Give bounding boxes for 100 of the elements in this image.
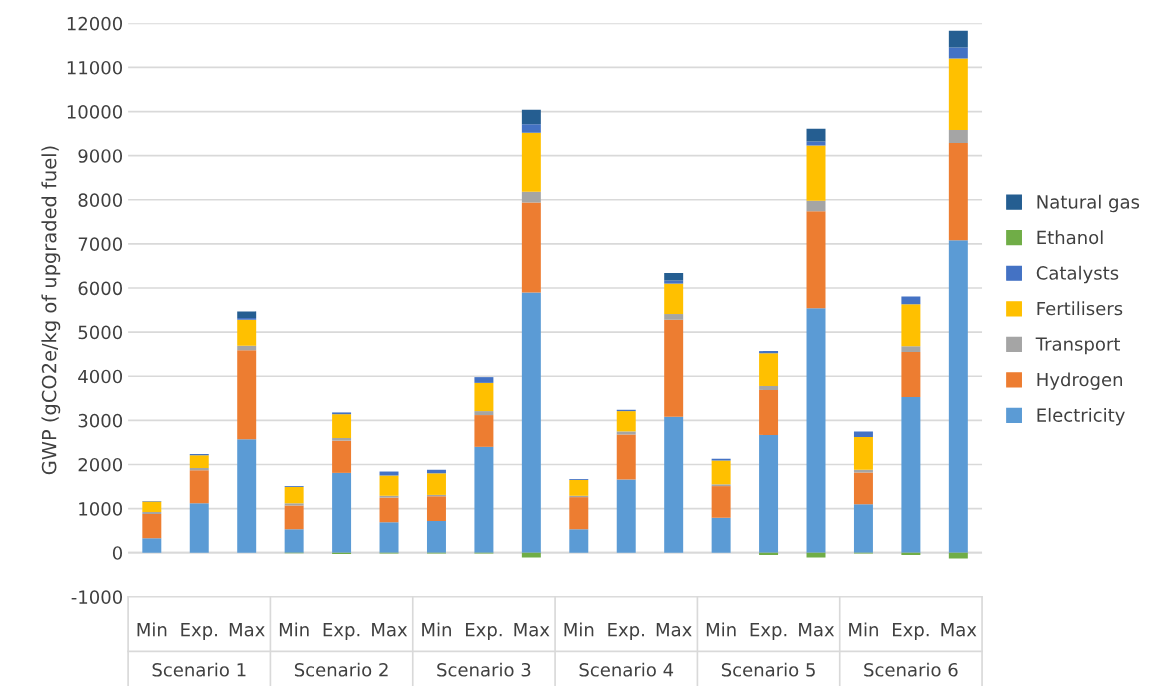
bar bbox=[521, 191, 541, 203]
bar bbox=[521, 552, 541, 558]
x-tick-label: Min bbox=[137, 622, 167, 637]
text: Scenario 5 bbox=[721, 662, 815, 677]
bar bbox=[237, 439, 257, 553]
y-tick-label: 11000 bbox=[67, 60, 123, 75]
bar bbox=[569, 497, 589, 530]
bar bbox=[616, 431, 636, 435]
bar bbox=[948, 30, 968, 48]
bar bbox=[806, 200, 826, 212]
bar bbox=[948, 240, 968, 553]
bar bbox=[569, 529, 589, 553]
y-tick-label: 1000 bbox=[79, 502, 123, 516]
bar bbox=[616, 479, 636, 553]
bar bbox=[948, 142, 968, 241]
bar bbox=[426, 473, 446, 495]
bar bbox=[521, 292, 541, 553]
x-tick-label: Max bbox=[372, 623, 408, 637]
bar bbox=[569, 479, 589, 496]
bar bbox=[616, 434, 636, 480]
bar bbox=[901, 351, 921, 397]
y-tick-label: 3000 bbox=[78, 413, 123, 428]
bar bbox=[806, 211, 826, 309]
bar bbox=[806, 308, 826, 553]
bar bbox=[806, 552, 826, 558]
bar bbox=[426, 496, 446, 521]
x-tick-label: Max bbox=[656, 623, 692, 637]
bar bbox=[474, 415, 494, 447]
x-tick-label: Max bbox=[941, 623, 977, 637]
bar bbox=[237, 319, 257, 346]
bar bbox=[189, 468, 209, 471]
text: Scenario 1 bbox=[152, 662, 246, 677]
bar bbox=[664, 273, 684, 281]
bar bbox=[901, 552, 921, 555]
bar bbox=[948, 130, 968, 143]
legend-label: Natural gas bbox=[1037, 194, 1140, 213]
bar bbox=[474, 377, 494, 383]
bar bbox=[189, 503, 209, 553]
y-tick-label: -1000 bbox=[71, 590, 123, 604]
y-tick-label: 9000 bbox=[78, 149, 123, 163]
bar bbox=[284, 503, 304, 506]
bar bbox=[284, 529, 304, 553]
bar bbox=[379, 471, 399, 476]
bar bbox=[474, 382, 494, 412]
bar bbox=[521, 132, 541, 192]
legend-label: Catalysts bbox=[1036, 265, 1119, 284]
legend-label: Electricity bbox=[1037, 407, 1125, 426]
bar bbox=[806, 128, 826, 142]
x-tick-label: Max bbox=[799, 623, 835, 637]
bar bbox=[664, 416, 684, 553]
legend-label: Ethanol bbox=[1037, 230, 1103, 245]
bar bbox=[901, 346, 921, 352]
bar bbox=[901, 304, 921, 347]
bar bbox=[759, 353, 779, 386]
bar bbox=[711, 517, 731, 553]
bar bbox=[759, 351, 779, 354]
y-tick-label: 6000 bbox=[78, 281, 123, 296]
bar bbox=[759, 434, 779, 553]
text: Scenario 6 bbox=[864, 662, 958, 677]
y-tick-label: 4000 bbox=[78, 369, 123, 384]
bar bbox=[853, 472, 873, 505]
bar bbox=[379, 475, 399, 496]
bar bbox=[237, 311, 257, 319]
bar bbox=[759, 385, 779, 390]
bar bbox=[901, 296, 921, 305]
bar bbox=[853, 431, 873, 438]
x-tick-label: Exp. bbox=[608, 623, 644, 640]
bar bbox=[379, 497, 399, 523]
bar bbox=[332, 438, 352, 441]
bar bbox=[426, 520, 446, 553]
bar bbox=[711, 486, 731, 518]
x-tick-label: Exp. bbox=[323, 623, 360, 640]
x-tick-label: Min bbox=[279, 622, 309, 637]
bar bbox=[379, 522, 399, 553]
x-tick-label: Max bbox=[229, 623, 265, 637]
bar bbox=[664, 283, 684, 315]
bar bbox=[237, 350, 257, 440]
bar bbox=[237, 345, 257, 351]
bar bbox=[332, 414, 352, 439]
bar bbox=[759, 389, 779, 435]
y-tick-label: 10000 bbox=[67, 105, 123, 119]
legend-label: Hydrogen bbox=[1037, 372, 1122, 390]
bar bbox=[284, 505, 304, 530]
x-tick-label: Min bbox=[706, 622, 736, 637]
legend-label: Transport bbox=[1035, 337, 1121, 355]
bar bbox=[521, 109, 541, 125]
y-tick-label: 12000 bbox=[67, 16, 123, 31]
bar bbox=[142, 538, 162, 553]
bar bbox=[189, 470, 209, 504]
x-tick-label: Exp. bbox=[466, 623, 502, 640]
y-tick-label: 2000 bbox=[78, 457, 123, 472]
bar bbox=[332, 440, 352, 473]
bar bbox=[948, 47, 968, 59]
bar bbox=[853, 437, 873, 470]
bar bbox=[474, 446, 494, 553]
x-tick-label: Exp. bbox=[893, 623, 929, 640]
bar bbox=[806, 141, 826, 146]
bar bbox=[664, 280, 684, 284]
bar bbox=[521, 202, 541, 293]
bar bbox=[521, 124, 541, 133]
